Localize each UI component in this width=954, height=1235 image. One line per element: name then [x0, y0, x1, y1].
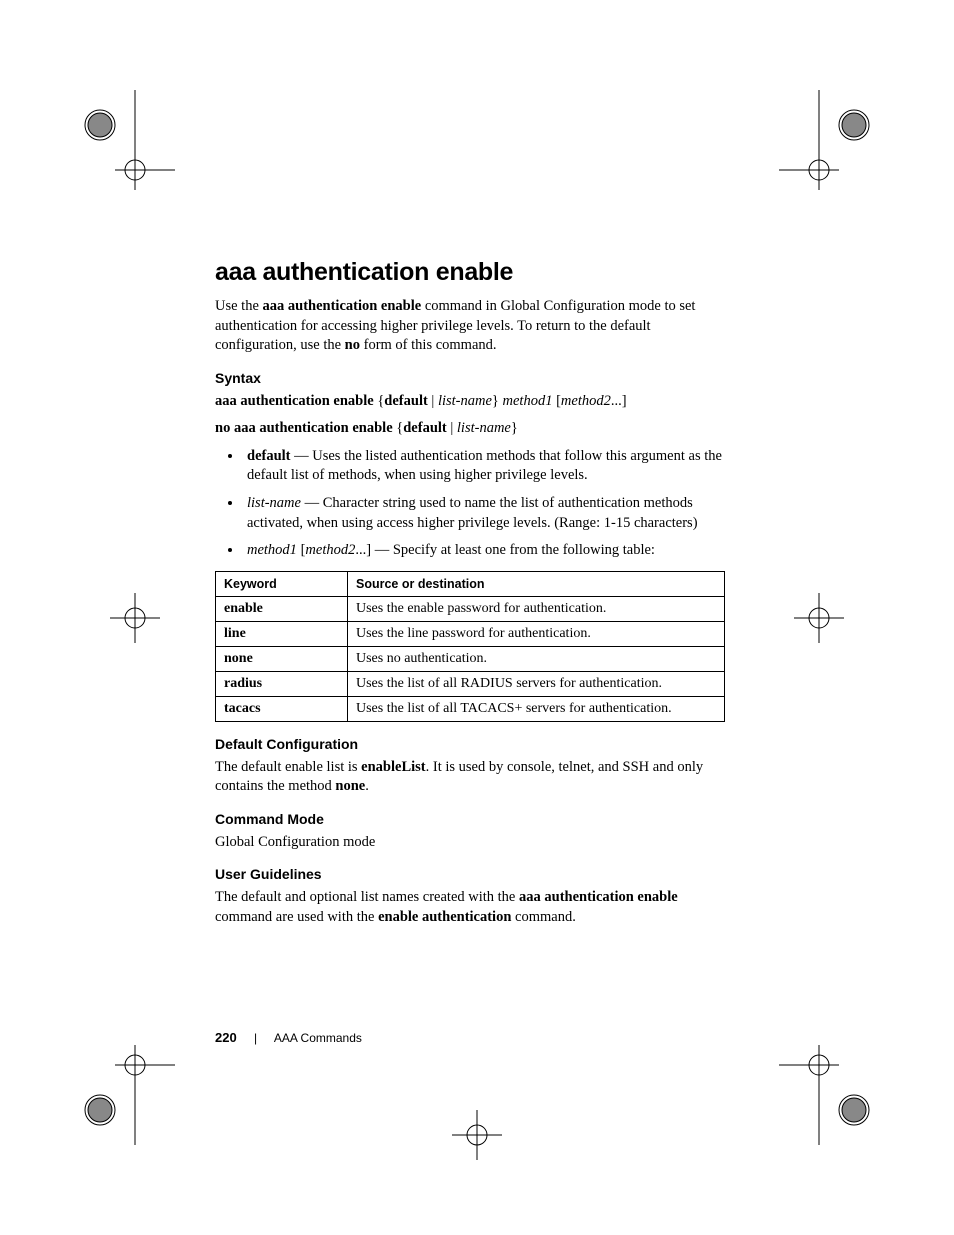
syntax1-cmd: aaa authentication enable [215, 393, 374, 409]
footer-separator: | [254, 1031, 257, 1045]
syntax1-brace-open: { [374, 393, 385, 409]
defcfg-post: . [365, 778, 369, 794]
syntax1-default: default [384, 393, 428, 409]
syntax-line-1: aaa authentication enable {default | lis… [215, 392, 725, 412]
param-ellipsis: ... [355, 542, 366, 558]
syntax2-brace-open: { [393, 420, 404, 436]
table-row: radius Uses the list of all RADIUS serve… [216, 671, 725, 696]
intro-post: form of this command. [360, 337, 497, 353]
syntax1-pipe: | [428, 393, 438, 409]
command-mode-text: Global Configuration mode [215, 833, 725, 853]
crop-mark-icon [452, 1110, 502, 1160]
syntax2-brace-close: } [511, 420, 518, 436]
intro-paragraph: Use the aaa authentication enable comman… [215, 297, 725, 356]
param-listname: list-name [247, 495, 301, 511]
crop-mark-icon [779, 1045, 879, 1145]
defcfg-pre: The default enable list is [215, 759, 361, 775]
cell-keyword: none [216, 646, 348, 671]
syntax2-listname: list-name [457, 420, 511, 436]
ug-post: command. [511, 909, 575, 925]
intro-pre: Use the [215, 298, 263, 314]
crop-mark-icon [794, 593, 844, 643]
syntax-line-2: no aaa authentication enable {default | … [215, 419, 725, 439]
ug-cmd2: enable authentication [378, 909, 511, 925]
cell-keyword: enable [216, 596, 348, 621]
syntax1-listname: list-name [438, 393, 492, 409]
footer-section: AAA Commands [274, 1031, 362, 1045]
cell-desc: Uses the list of all TACACS+ servers for… [348, 696, 725, 721]
list-item: default — Uses the listed authentication… [243, 447, 725, 486]
table-row: enable Uses the enable password for auth… [216, 596, 725, 621]
list-item: method1 [method2...] — Specify at least … [243, 541, 725, 561]
syntax1-ellipsis: ...] [611, 393, 627, 409]
parameter-list: default — Uses the listed authentication… [215, 447, 725, 561]
user-guidelines-paragraph: The default and optional list names crea… [215, 888, 725, 927]
cell-desc: Uses the list of all RADIUS servers for … [348, 671, 725, 696]
crop-mark-icon [75, 90, 175, 190]
syntax1-method1: method1 [503, 393, 553, 409]
cell-keyword: tacacs [216, 696, 348, 721]
page-content: aaa authentication enable Use the aaa au… [215, 258, 725, 937]
table-header-row: Keyword Source or destination [216, 571, 725, 596]
crop-mark-icon [779, 90, 879, 190]
syntax2-cmd: no aaa authentication enable [215, 420, 393, 436]
syntax-heading: Syntax [215, 370, 725, 386]
default-config-heading: Default Configuration [215, 736, 725, 752]
list-item: list-name — Character string used to nam… [243, 494, 725, 533]
crop-mark-icon [110, 593, 160, 643]
table-row: none Uses no authentication. [216, 646, 725, 671]
page-title: aaa authentication enable [215, 258, 725, 287]
default-config-paragraph: The default enable list is enableList. I… [215, 758, 725, 797]
param-listname-text: — Character string used to name the list… [247, 495, 698, 531]
syntax1-method2: method2 [561, 393, 611, 409]
cell-keyword: radius [216, 671, 348, 696]
param-default-text: — Uses the listed authentication methods… [247, 448, 722, 484]
ug-pre: The default and optional list names crea… [215, 889, 519, 905]
methods-table: Keyword Source or destination enable Use… [215, 571, 725, 722]
param-default: default [247, 448, 291, 464]
intro-no: no [345, 337, 360, 353]
syntax2-default: default [403, 420, 447, 436]
ug-mid: command are used with the [215, 909, 378, 925]
param-method-text: — Specify at least one from the followin… [371, 542, 655, 558]
cell-desc: Uses the enable password for authenticat… [348, 596, 725, 621]
intro-cmd: aaa authentication enable [263, 298, 422, 314]
defcfg-list: enableList [361, 759, 425, 775]
col-keyword: Keyword [216, 571, 348, 596]
crop-mark-icon [75, 1045, 175, 1145]
cell-keyword: line [216, 621, 348, 646]
param-method2: method2 [305, 542, 355, 558]
param-method1: method1 [247, 542, 297, 558]
syntax1-brace-close: } [492, 393, 503, 409]
syntax2-pipe: | [447, 420, 457, 436]
cell-desc: Uses the line password for authenticatio… [348, 621, 725, 646]
page-number: 220 [215, 1030, 237, 1045]
defcfg-none: none [335, 778, 365, 794]
ug-cmd1: aaa authentication enable [519, 889, 678, 905]
page-footer: 220 | AAA Commands [215, 1030, 362, 1045]
col-desc: Source or destination [348, 571, 725, 596]
command-mode-heading: Command Mode [215, 811, 725, 827]
table-row: tacacs Uses the list of all TACACS+ serv… [216, 696, 725, 721]
table-row: line Uses the line password for authenti… [216, 621, 725, 646]
user-guidelines-heading: User Guidelines [215, 866, 725, 882]
cell-desc: Uses no authentication. [348, 646, 725, 671]
